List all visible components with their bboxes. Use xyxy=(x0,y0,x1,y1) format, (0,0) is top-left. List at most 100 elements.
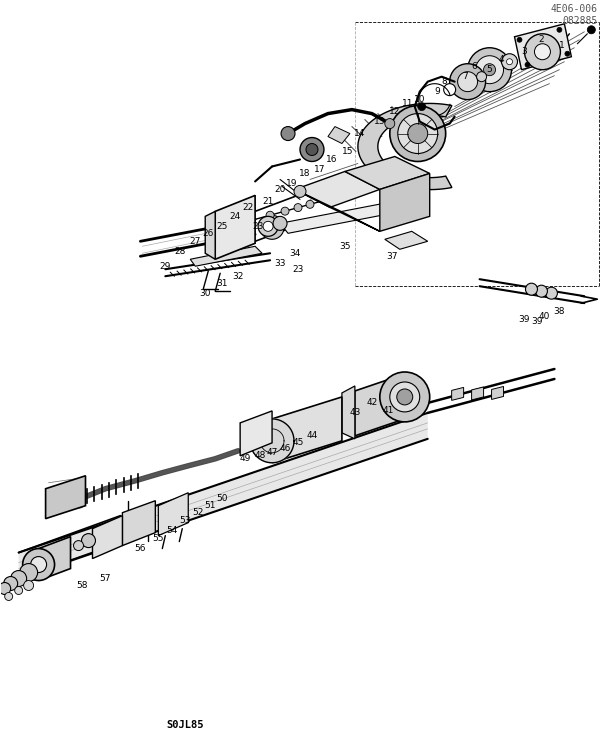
Polygon shape xyxy=(380,173,430,231)
Circle shape xyxy=(20,564,37,582)
Polygon shape xyxy=(491,387,504,399)
Circle shape xyxy=(300,138,324,162)
Circle shape xyxy=(294,185,306,197)
Text: 15: 15 xyxy=(342,147,353,156)
Polygon shape xyxy=(514,24,572,70)
Text: 6: 6 xyxy=(472,62,478,71)
Text: 24: 24 xyxy=(230,212,241,221)
Circle shape xyxy=(385,119,395,128)
Polygon shape xyxy=(39,536,71,580)
Text: 41: 41 xyxy=(382,406,394,416)
Circle shape xyxy=(484,64,496,76)
Text: 25: 25 xyxy=(216,222,228,231)
Circle shape xyxy=(525,62,530,67)
Text: 13: 13 xyxy=(374,117,385,126)
Text: 35: 35 xyxy=(339,242,351,250)
Text: 26: 26 xyxy=(203,229,214,238)
Circle shape xyxy=(5,593,13,600)
Text: 43: 43 xyxy=(349,408,361,417)
Polygon shape xyxy=(159,493,188,536)
Circle shape xyxy=(458,72,478,92)
Text: 18: 18 xyxy=(299,169,311,178)
Circle shape xyxy=(467,47,511,92)
Text: 31: 31 xyxy=(216,279,228,288)
Polygon shape xyxy=(240,411,272,456)
Polygon shape xyxy=(191,246,262,266)
Circle shape xyxy=(565,51,570,56)
Polygon shape xyxy=(19,413,428,579)
Text: 4: 4 xyxy=(499,56,504,64)
Text: 57: 57 xyxy=(99,574,111,583)
Text: 19: 19 xyxy=(286,179,298,188)
Circle shape xyxy=(502,54,517,70)
Text: 58: 58 xyxy=(77,581,88,590)
Circle shape xyxy=(476,56,504,84)
Text: 10: 10 xyxy=(414,95,426,104)
Text: 39: 39 xyxy=(519,315,530,324)
Circle shape xyxy=(557,27,562,33)
Circle shape xyxy=(390,106,446,162)
Polygon shape xyxy=(250,419,294,463)
Polygon shape xyxy=(46,476,86,519)
Text: 11: 11 xyxy=(402,99,414,108)
Text: 23: 23 xyxy=(253,222,264,231)
Circle shape xyxy=(476,72,487,82)
Text: 17: 17 xyxy=(314,165,326,174)
Circle shape xyxy=(534,44,551,60)
Circle shape xyxy=(587,26,595,34)
Text: 32: 32 xyxy=(233,272,244,281)
Text: 34: 34 xyxy=(289,249,301,258)
Text: 9: 9 xyxy=(435,87,441,96)
Text: 42: 42 xyxy=(366,399,377,408)
Text: 7: 7 xyxy=(462,72,467,82)
Text: 38: 38 xyxy=(554,307,565,316)
Text: 12: 12 xyxy=(389,107,400,116)
Text: 46: 46 xyxy=(279,445,291,453)
Circle shape xyxy=(380,372,430,422)
Text: 8: 8 xyxy=(442,77,447,86)
Text: 39: 39 xyxy=(532,316,543,325)
Circle shape xyxy=(525,283,537,295)
Polygon shape xyxy=(385,231,428,249)
Circle shape xyxy=(517,37,522,42)
Text: 44: 44 xyxy=(306,431,318,440)
Text: 51: 51 xyxy=(204,501,216,511)
Circle shape xyxy=(535,285,548,297)
Text: 48: 48 xyxy=(254,451,266,460)
Circle shape xyxy=(281,207,289,215)
Text: 37: 37 xyxy=(386,252,397,261)
Circle shape xyxy=(390,382,420,412)
Circle shape xyxy=(263,222,273,231)
Text: 30: 30 xyxy=(200,289,211,298)
Text: 14: 14 xyxy=(354,129,365,138)
Circle shape xyxy=(418,102,426,110)
Circle shape xyxy=(450,64,485,99)
Text: 27: 27 xyxy=(189,237,201,246)
Text: 082885: 082885 xyxy=(562,16,598,26)
Text: 3: 3 xyxy=(522,47,528,56)
Circle shape xyxy=(81,534,95,548)
Text: 5: 5 xyxy=(487,65,493,74)
Text: 23: 23 xyxy=(292,265,304,273)
Polygon shape xyxy=(328,127,350,144)
Text: 40: 40 xyxy=(538,312,550,321)
Circle shape xyxy=(281,127,295,141)
Text: 45: 45 xyxy=(292,439,304,448)
Text: 29: 29 xyxy=(160,262,171,270)
Text: 20: 20 xyxy=(274,185,286,194)
Polygon shape xyxy=(122,501,156,545)
Text: 2: 2 xyxy=(538,36,545,44)
Text: 21: 21 xyxy=(262,197,274,206)
Polygon shape xyxy=(272,397,342,463)
Text: 53: 53 xyxy=(180,516,191,525)
Text: 4E06-006: 4E06-006 xyxy=(551,4,598,14)
Polygon shape xyxy=(295,171,380,207)
Text: 28: 28 xyxy=(175,247,186,256)
Circle shape xyxy=(306,200,314,208)
Circle shape xyxy=(306,144,318,156)
Circle shape xyxy=(546,288,557,299)
Circle shape xyxy=(24,580,34,591)
Text: 56: 56 xyxy=(134,544,146,553)
Circle shape xyxy=(0,582,11,594)
Polygon shape xyxy=(472,387,484,400)
